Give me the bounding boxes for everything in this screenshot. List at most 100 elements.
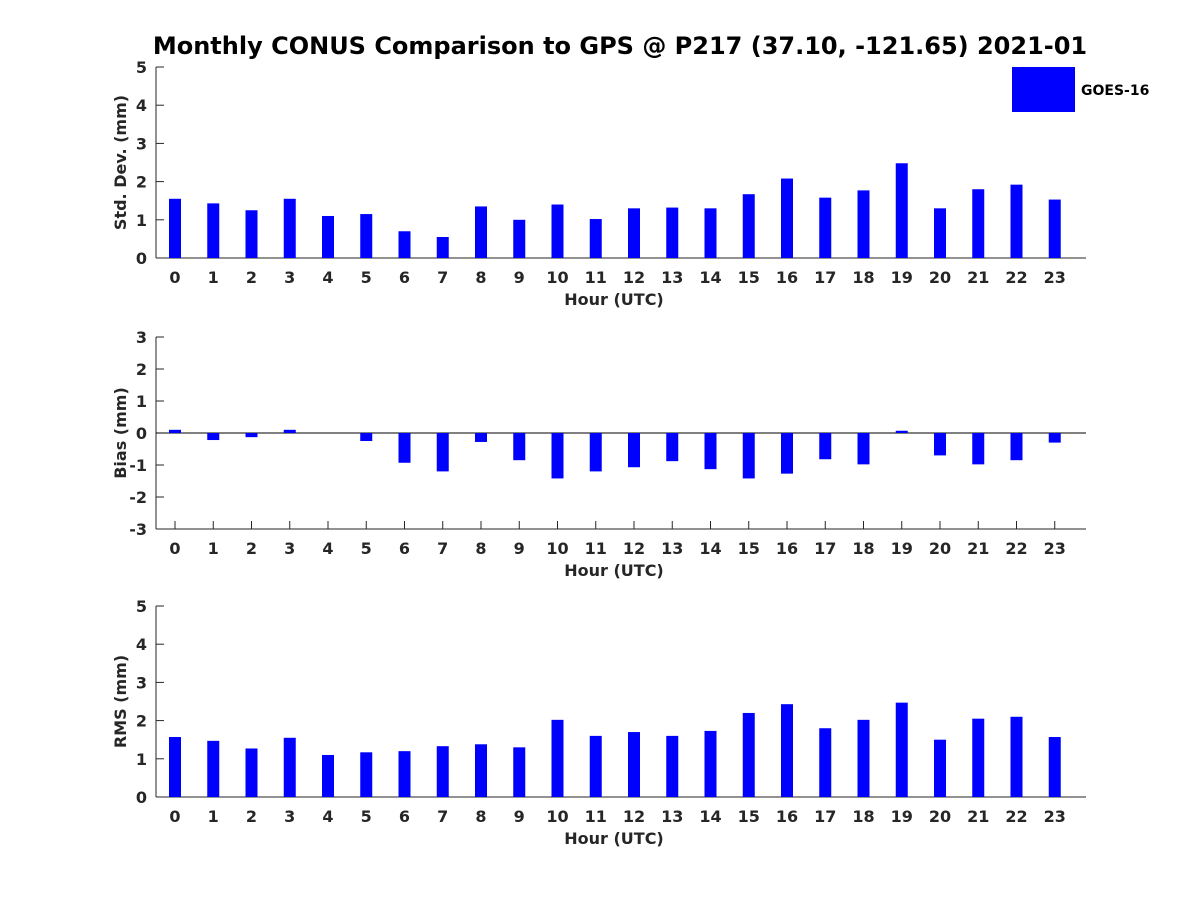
x-tick-label: 4 <box>322 539 333 558</box>
bar-hour-10 <box>551 433 564 479</box>
x-tick-label: 1 <box>208 807 219 826</box>
y-tick-label: 5 <box>136 597 147 616</box>
bar-hour-23 <box>1048 199 1061 258</box>
x-tick-label: 23 <box>1044 268 1066 287</box>
bar-hour-8 <box>475 206 487 258</box>
y-tick-label: 5 <box>136 58 147 77</box>
bar-hour-2 <box>245 748 258 797</box>
bar-hour-20 <box>934 739 946 797</box>
bar-hour-16 <box>781 178 793 258</box>
bar-hour-1 <box>207 203 220 258</box>
bar-hour-12 <box>628 208 640 258</box>
x-tick-label: 11 <box>585 807 607 826</box>
bar-hour-7 <box>436 746 449 797</box>
x-tick-label: 15 <box>738 807 760 826</box>
x-tick-label: 11 <box>585 268 607 287</box>
bar-hour-18 <box>857 433 870 465</box>
x-tick-label: 13 <box>661 539 683 558</box>
bar-hour-21 <box>972 189 985 258</box>
x-tick-label: 9 <box>514 807 525 826</box>
x-tick-label: 14 <box>699 268 721 287</box>
x-tick-label: 13 <box>661 807 683 826</box>
x-tick-label: 10 <box>546 807 568 826</box>
y-tick-label: 2 <box>136 360 147 379</box>
bar-hour-13 <box>666 433 679 462</box>
bar-hour-19 <box>895 702 908 797</box>
bar-hour-2 <box>245 210 258 258</box>
bar-hour-9 <box>513 433 526 461</box>
bar-hour-9 <box>513 747 526 797</box>
legend: GOES-16 <box>1012 67 1149 112</box>
x-tick-label: 10 <box>546 268 568 287</box>
x-tick-label: 2 <box>246 539 257 558</box>
x-tick-label: 21 <box>967 807 989 826</box>
x-tick-label: 21 <box>967 539 989 558</box>
bar-hour-23 <box>1048 433 1061 443</box>
x-tick-label: 6 <box>399 807 410 826</box>
y-tick-label: 1 <box>136 392 147 411</box>
bar-hour-0 <box>169 429 181 433</box>
x-tick-label: 9 <box>514 268 525 287</box>
x-tick-label: 16 <box>776 807 798 826</box>
x-axis-label: Hour (UTC) <box>564 290 664 309</box>
x-tick-label: 14 <box>699 807 721 826</box>
bar-hour-6 <box>398 751 411 797</box>
x-tick-label: 15 <box>738 539 760 558</box>
x-tick-label: 22 <box>1005 539 1027 558</box>
bar-hour-11 <box>589 219 602 258</box>
x-tick-label: 0 <box>169 539 180 558</box>
y-axis-label: Std. Dev. (mm) <box>111 95 130 230</box>
x-tick-label: 17 <box>814 539 836 558</box>
x-tick-label: 18 <box>852 268 874 287</box>
x-tick-label: 12 <box>623 807 645 826</box>
bar-hour-8 <box>475 744 487 797</box>
x-tick-label: 20 <box>929 268 951 287</box>
x-tick-label: 6 <box>399 268 410 287</box>
x-tick-label: 7 <box>437 539 448 558</box>
x-tick-label: 4 <box>322 807 333 826</box>
legend-swatch <box>1012 67 1075 112</box>
bar-hour-17 <box>819 728 832 797</box>
bar-hour-13 <box>666 735 679 797</box>
x-tick-label: 22 <box>1005 268 1027 287</box>
x-axis-label: Hour (UTC) <box>564 829 664 848</box>
x-tick-label: 18 <box>852 807 874 826</box>
bar-hour-23 <box>1048 737 1061 797</box>
x-axis-label: Hour (UTC) <box>564 561 664 580</box>
bar-hour-8 <box>475 433 487 442</box>
bar-hour-18 <box>857 719 870 797</box>
bar-hour-17 <box>819 197 832 258</box>
x-tick-label: 22 <box>1005 807 1027 826</box>
bar-hour-21 <box>972 433 985 465</box>
x-tick-label: 17 <box>814 268 836 287</box>
y-tick-label: -2 <box>129 488 147 507</box>
y-tick-label: 3 <box>136 134 147 153</box>
bar-hour-4 <box>322 754 334 797</box>
x-tick-label: 2 <box>246 807 257 826</box>
y-tick-label: 1 <box>136 211 147 230</box>
bar-hour-20 <box>934 433 946 456</box>
bar-hour-3 <box>283 737 296 797</box>
x-tick-label: 9 <box>514 539 525 558</box>
y-axis-label: Bias (mm) <box>111 387 130 479</box>
x-tick-label: 10 <box>546 539 568 558</box>
x-tick-label: 8 <box>475 807 486 826</box>
x-tick-label: 12 <box>623 539 645 558</box>
bar-hour-10 <box>551 719 564 797</box>
bar-hour-22 <box>1010 716 1023 797</box>
x-tick-label: 0 <box>169 268 180 287</box>
x-tick-label: 1 <box>208 539 219 558</box>
bar-hour-3 <box>283 429 296 433</box>
y-tick-label: 0 <box>136 249 147 268</box>
y-tick-label: 0 <box>136 788 147 807</box>
x-tick-label: 8 <box>475 268 486 287</box>
bar-hour-5 <box>360 752 373 797</box>
y-axis-label: RMS (mm) <box>111 655 130 748</box>
bar-hour-11 <box>589 433 602 472</box>
x-tick-label: 16 <box>776 539 798 558</box>
bar-hour-12 <box>628 732 640 797</box>
x-tick-label: 17 <box>814 807 836 826</box>
bar-hour-1 <box>207 433 220 441</box>
